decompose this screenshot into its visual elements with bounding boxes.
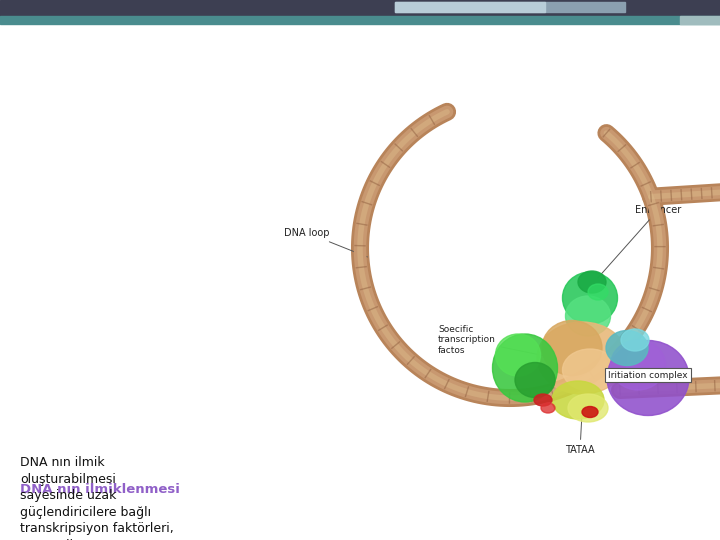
- Ellipse shape: [534, 394, 552, 406]
- Ellipse shape: [562, 349, 618, 391]
- Text: DNA nın ilmik
oluşturabilmesi
sayesinde uzak
güçlendiricilere bağlı
transkripsiy: DNA nın ilmik oluşturabilmesi sayesinde …: [20, 456, 198, 540]
- Ellipse shape: [578, 271, 606, 293]
- Ellipse shape: [515, 362, 555, 397]
- Ellipse shape: [621, 329, 649, 351]
- Ellipse shape: [588, 284, 608, 300]
- Ellipse shape: [611, 340, 665, 390]
- Ellipse shape: [552, 381, 604, 419]
- Bar: [0, 0, 720, 16]
- Ellipse shape: [568, 394, 608, 422]
- Ellipse shape: [606, 330, 648, 366]
- Text: TATAA: TATAA: [565, 416, 595, 455]
- Ellipse shape: [582, 407, 598, 417]
- Ellipse shape: [607, 341, 689, 415]
- Text: DNA loop: DNA loop: [284, 228, 367, 257]
- Ellipse shape: [541, 403, 555, 413]
- Ellipse shape: [495, 334, 541, 376]
- Bar: [680, 16, 720, 24]
- Text: Soecific
transcription
factos: Soecific transcription factos: [438, 325, 552, 357]
- Text: Iritiation complex: Iritiation complex: [608, 370, 688, 380]
- Ellipse shape: [537, 322, 627, 394]
- Ellipse shape: [562, 272, 618, 324]
- Text: Enhancer: Enhancer: [598, 205, 681, 278]
- Ellipse shape: [542, 321, 602, 375]
- Ellipse shape: [565, 296, 611, 336]
- Ellipse shape: [492, 334, 557, 402]
- Bar: [395, 2, 625, 12]
- Bar: [395, 2, 545, 12]
- Bar: [0, 16, 720, 24]
- Text: DNA nın ilmiklenmesi: DNA nın ilmiklenmesi: [20, 483, 180, 496]
